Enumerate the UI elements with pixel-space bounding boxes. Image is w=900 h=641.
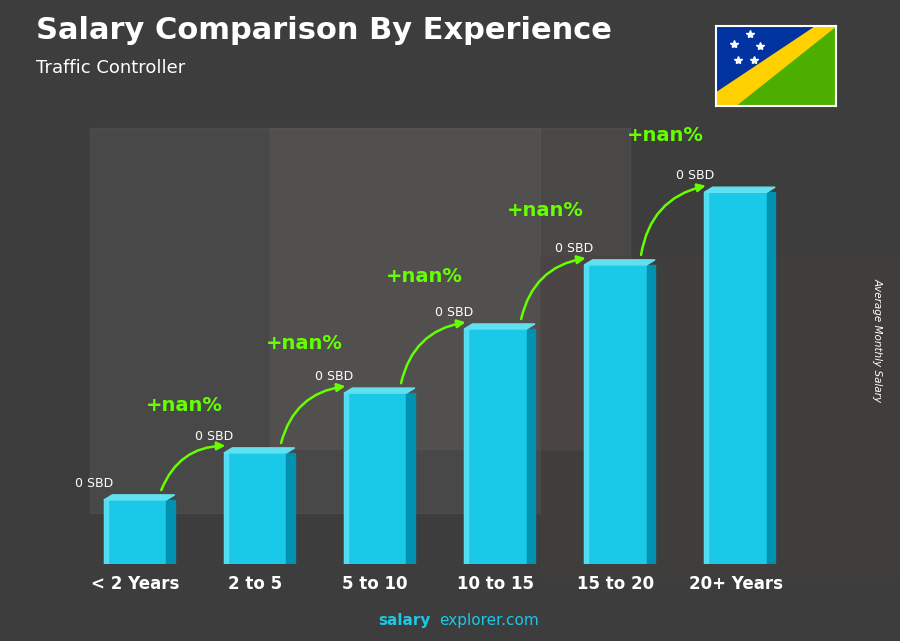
Polygon shape bbox=[286, 453, 295, 564]
Polygon shape bbox=[647, 265, 655, 564]
Text: 0 SBD: 0 SBD bbox=[195, 429, 233, 443]
Polygon shape bbox=[716, 26, 836, 106]
Text: Average Monthly Salary: Average Monthly Salary bbox=[872, 278, 883, 402]
Text: 0 SBD: 0 SBD bbox=[75, 477, 113, 490]
Polygon shape bbox=[705, 187, 775, 192]
Bar bbox=[90, 128, 540, 513]
Bar bbox=[270, 128, 630, 449]
Bar bbox=[584, 265, 588, 564]
Polygon shape bbox=[767, 192, 775, 564]
Bar bbox=[464, 329, 468, 564]
Polygon shape bbox=[464, 324, 535, 329]
Polygon shape bbox=[166, 500, 175, 564]
Polygon shape bbox=[716, 26, 836, 106]
Polygon shape bbox=[526, 329, 535, 564]
Polygon shape bbox=[344, 388, 415, 393]
Text: 0 SBD: 0 SBD bbox=[555, 242, 594, 254]
Text: 0 SBD: 0 SBD bbox=[676, 169, 714, 182]
Text: +nan%: +nan% bbox=[266, 333, 343, 353]
Bar bbox=[104, 500, 108, 564]
Bar bbox=[344, 393, 407, 564]
Bar bbox=[705, 192, 767, 564]
Polygon shape bbox=[584, 260, 655, 265]
Bar bbox=[540, 256, 900, 577]
Bar bbox=[104, 500, 166, 564]
Bar bbox=[705, 192, 708, 564]
Polygon shape bbox=[407, 393, 415, 564]
Text: Traffic Controller: Traffic Controller bbox=[36, 59, 185, 77]
Bar bbox=[584, 265, 647, 564]
Text: +nan%: +nan% bbox=[626, 126, 704, 146]
Text: +nan%: +nan% bbox=[146, 395, 223, 415]
Polygon shape bbox=[104, 495, 175, 500]
Text: 0 SBD: 0 SBD bbox=[436, 306, 473, 319]
Bar bbox=[224, 453, 228, 564]
Text: explorer.com: explorer.com bbox=[439, 613, 539, 628]
Text: +nan%: +nan% bbox=[386, 267, 464, 287]
Bar bbox=[344, 393, 347, 564]
Polygon shape bbox=[224, 448, 295, 453]
Polygon shape bbox=[716, 26, 836, 106]
Bar bbox=[224, 453, 286, 564]
Text: 0 SBD: 0 SBD bbox=[315, 370, 354, 383]
Text: Salary Comparison By Experience: Salary Comparison By Experience bbox=[36, 16, 612, 45]
Bar bbox=[464, 329, 526, 564]
Text: +nan%: +nan% bbox=[507, 201, 583, 220]
Text: salary: salary bbox=[378, 613, 430, 628]
